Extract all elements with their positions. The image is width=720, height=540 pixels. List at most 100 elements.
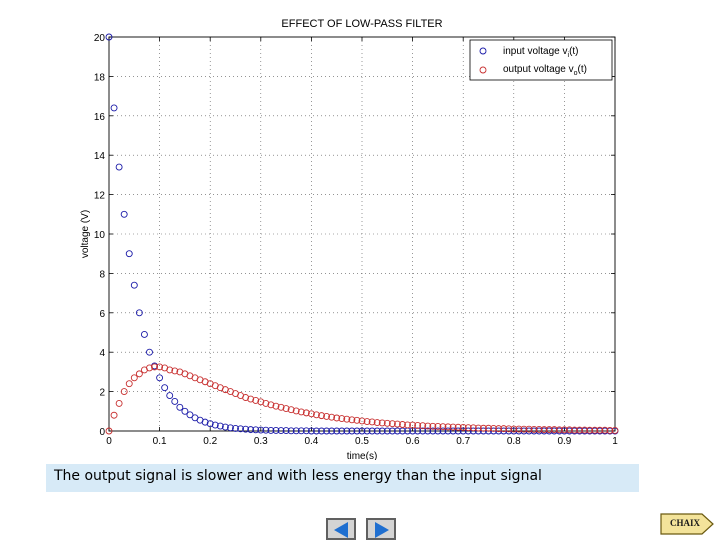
output-point	[277, 403, 285, 411]
input-point	[378, 427, 386, 435]
chart: EFFECT OF LOW-PASS FILTER 0 0.1 0.2 0.3 0.4 0…	[80, 18, 619, 460]
output-point	[454, 423, 462, 431]
input-point	[368, 427, 376, 435]
input-point	[226, 424, 234, 432]
output-point	[419, 422, 427, 430]
input-point	[469, 427, 477, 435]
input-point	[156, 374, 164, 382]
input-point	[277, 427, 285, 435]
series	[105, 33, 619, 435]
y-tick-label: 18	[94, 72, 106, 83]
input-point	[166, 392, 174, 399]
output-point	[555, 426, 563, 434]
output-point	[505, 425, 513, 433]
output-point	[110, 411, 118, 419]
legend-marker-output	[479, 66, 487, 74]
output-point	[388, 420, 396, 428]
output-point	[439, 423, 447, 431]
y-tick-label: 14	[94, 151, 106, 162]
output-point	[105, 427, 113, 435]
input-point	[393, 427, 401, 435]
output-point	[282, 405, 290, 412]
output-point	[479, 424, 487, 432]
x-tick-label: 0.2	[203, 436, 217, 447]
input-point	[206, 420, 214, 428]
output-point	[464, 424, 472, 432]
output-point	[429, 422, 437, 430]
right-triangle-arrow-icon	[375, 522, 389, 538]
output-point	[156, 363, 164, 371]
output-point	[328, 413, 336, 421]
y-axis-label: voltage (V)	[80, 210, 91, 258]
chaix-button[interactable]: CHAIX	[660, 512, 714, 536]
output-point	[166, 366, 174, 374]
output-point	[550, 426, 558, 434]
output-point	[287, 406, 295, 414]
input-point	[186, 411, 194, 419]
input-point	[434, 427, 442, 435]
output-point	[257, 398, 265, 406]
input-point	[105, 33, 113, 41]
x-tick-label: 0.3	[254, 436, 268, 447]
x-tick-label: 1	[612, 436, 618, 447]
legend-marker-input	[479, 47, 487, 55]
input-point	[307, 427, 315, 435]
input-point	[287, 427, 295, 435]
input-point	[262, 426, 270, 434]
input-point	[237, 425, 245, 433]
legend: input voltage vi(t) output voltage vo(t)	[469, 39, 613, 81]
input-point	[110, 104, 118, 112]
legend-box	[469, 39, 613, 81]
output-point	[120, 388, 128, 396]
input-point	[115, 163, 123, 171]
output-point	[343, 415, 351, 423]
previous-button[interactable]	[326, 518, 356, 540]
output-point	[474, 424, 482, 432]
input-point	[201, 418, 209, 426]
output-point	[510, 425, 518, 433]
chart-title: EFFECT OF LOW-PASS FILTER	[281, 18, 442, 30]
input-point	[388, 427, 396, 435]
output-point	[313, 411, 320, 419]
input-point	[125, 250, 133, 258]
input-point	[267, 426, 275, 434]
output-point	[378, 419, 386, 427]
output-point	[348, 416, 356, 424]
input-point	[439, 427, 447, 435]
output-point	[272, 402, 280, 410]
input-point	[257, 426, 265, 434]
output-point	[571, 426, 578, 434]
y-tick-label: 10	[94, 230, 106, 241]
next-button[interactable]	[366, 518, 396, 540]
grid	[109, 37, 615, 431]
x-tick-label: 0.9	[557, 436, 571, 447]
input-point	[348, 427, 356, 435]
input-point	[424, 427, 432, 435]
y-tick-label: 2	[99, 388, 105, 399]
input-point	[221, 423, 229, 431]
input-point	[464, 427, 472, 435]
output-point	[601, 426, 609, 434]
input-point	[373, 427, 381, 435]
input-point	[171, 398, 179, 405]
output-point	[247, 395, 255, 403]
input-point	[292, 427, 300, 435]
output-point	[171, 367, 179, 375]
input-point	[414, 427, 422, 435]
output-point	[383, 419, 391, 427]
input-point	[130, 281, 138, 289]
output-point	[323, 412, 331, 420]
input-point	[343, 427, 351, 435]
output-point	[135, 370, 143, 378]
input-point	[383, 427, 391, 435]
input-point	[146, 348, 153, 356]
output-point	[333, 414, 341, 422]
x-tick-label: 0.5	[355, 436, 369, 447]
input-point	[242, 425, 250, 433]
output-point	[495, 425, 503, 433]
input-point	[318, 427, 325, 435]
output-point	[318, 412, 325, 420]
x-tick-label: 0.1	[153, 436, 167, 447]
input-point	[333, 427, 341, 435]
input-point	[358, 427, 366, 435]
